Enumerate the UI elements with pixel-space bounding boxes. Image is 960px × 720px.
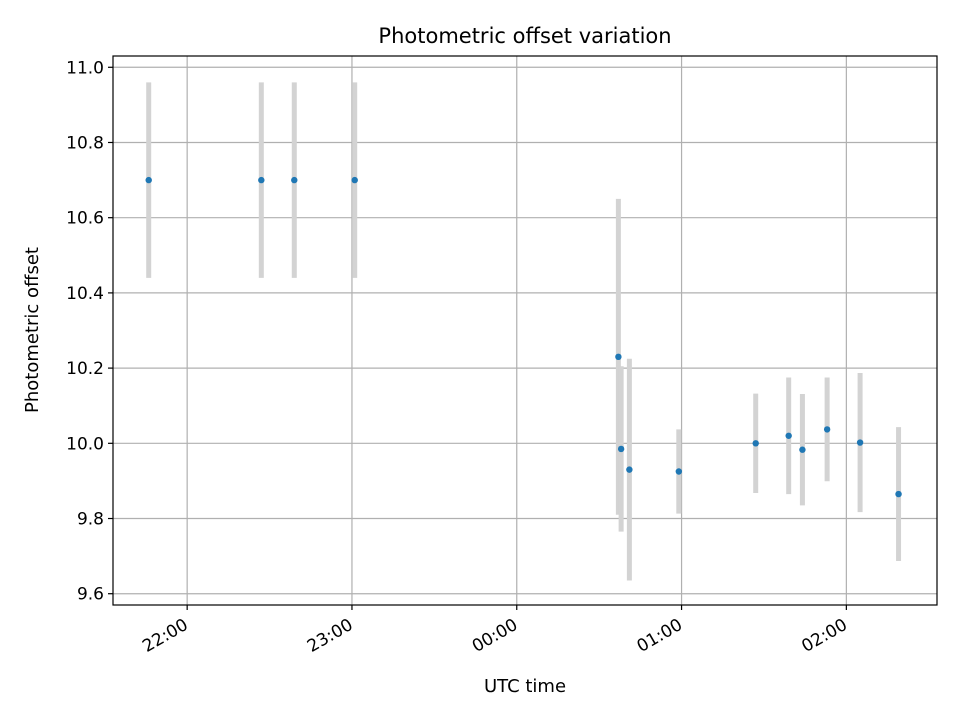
- y-tick-label: 10.8: [66, 133, 104, 153]
- y-tick-label: 9.8: [77, 510, 104, 530]
- data-point: [675, 468, 683, 475]
- y-tick-label: 10.4: [66, 284, 104, 304]
- plot-area-frame: [112, 55, 938, 606]
- data-point: [291, 176, 298, 184]
- data-point: [626, 466, 633, 473]
- data-point: [617, 445, 625, 453]
- chart-title: Photometric offset variation: [378, 24, 671, 48]
- y-tick-label: 10.6: [66, 209, 104, 229]
- y-tick-label: 11.0: [66, 58, 104, 78]
- y-tick-label: 9.6: [77, 585, 104, 605]
- data-point: [895, 490, 902, 498]
- data-point: [351, 176, 358, 184]
- y-tick-label: 10.0: [66, 434, 104, 454]
- data-point: [856, 439, 864, 446]
- grid: [113, 56, 937, 605]
- data-points: [145, 176, 902, 498]
- data-point: [823, 426, 831, 433]
- data-point: [258, 176, 265, 184]
- data-point: [752, 440, 759, 447]
- data-point: [799, 446, 806, 453]
- y-tick-label: 10.2: [66, 359, 104, 379]
- data-point: [785, 432, 792, 439]
- x-axis-label: UTC time: [484, 676, 566, 697]
- y-axis-label: Photometric offset: [22, 247, 43, 413]
- data-point: [615, 353, 622, 361]
- data-point: [145, 176, 152, 184]
